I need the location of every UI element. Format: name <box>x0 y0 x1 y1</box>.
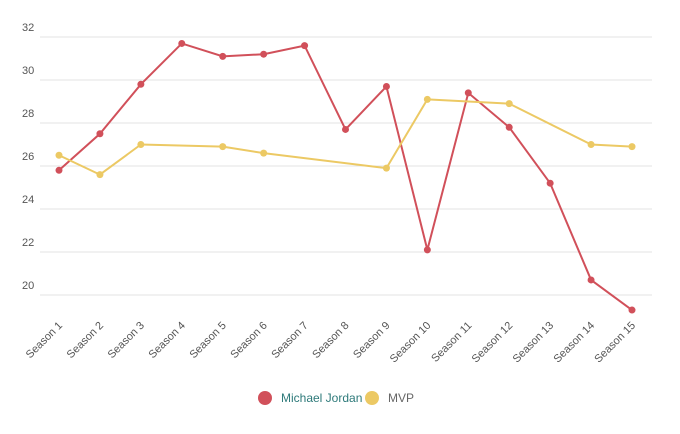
x-tick-label: Season 10 <box>388 320 434 366</box>
x-tick-label: Season 1 <box>24 320 65 361</box>
legend-label: MVP <box>388 391 414 405</box>
data-point <box>96 171 104 179</box>
y-tick-label: 24 <box>22 194 34 206</box>
y-tick-label: 20 <box>22 280 34 292</box>
x-tick-label: Season 6 <box>228 320 269 361</box>
data-point <box>505 123 513 131</box>
x-tick-label: Season 11 <box>429 320 474 365</box>
x-tick-label: Season 8 <box>310 320 351 361</box>
x-tick-label: Season 4 <box>147 320 188 361</box>
gap-connector <box>508 102 592 146</box>
data-point <box>423 95 431 103</box>
legend-marker <box>365 391 379 405</box>
data-point <box>464 89 472 97</box>
x-tick-label: Season 2 <box>65 320 106 361</box>
data-point <box>628 306 636 314</box>
x-tick-label: Season 13 <box>511 320 557 366</box>
data-point <box>505 100 513 108</box>
data-point <box>546 179 554 187</box>
x-tick-label: Season 5 <box>187 320 228 361</box>
data-point <box>178 39 186 47</box>
gap-connector <box>427 98 510 105</box>
data-point <box>260 149 268 157</box>
x-tick-label: Season 15 <box>592 320 638 366</box>
data-point <box>55 166 63 174</box>
data-point <box>219 143 227 151</box>
y-tick-label: 26 <box>22 151 34 163</box>
gap-connector <box>140 143 223 148</box>
data-point <box>55 151 63 159</box>
legend-label: Michael Jordan <box>281 391 362 405</box>
data-point <box>96 130 104 138</box>
data-point <box>423 246 431 254</box>
x-tick-label: Season 3 <box>106 320 147 361</box>
y-tick-label: 30 <box>22 65 34 77</box>
legend-marker <box>258 391 272 405</box>
series-line <box>58 42 633 311</box>
y-tick-label: 28 <box>22 108 34 120</box>
data-point <box>137 141 145 148</box>
data-point <box>628 143 636 151</box>
data-point <box>260 50 268 58</box>
data-point <box>301 42 309 50</box>
data-point <box>382 164 390 172</box>
data-point <box>587 276 595 284</box>
data-point <box>219 52 227 60</box>
x-tick-label: Season 14 <box>552 320 598 366</box>
x-tick-label: Season 7 <box>269 320 310 361</box>
x-tick-label: Season 9 <box>351 320 392 361</box>
data-point <box>342 125 349 133</box>
data-point <box>137 80 145 88</box>
data-point <box>587 141 595 148</box>
data-point <box>382 82 390 90</box>
x-tick-label: Season 12 <box>470 320 516 366</box>
y-tick-label: 22 <box>22 237 34 249</box>
y-tick-label: 32 <box>22 22 34 34</box>
gap-connector <box>263 152 387 170</box>
